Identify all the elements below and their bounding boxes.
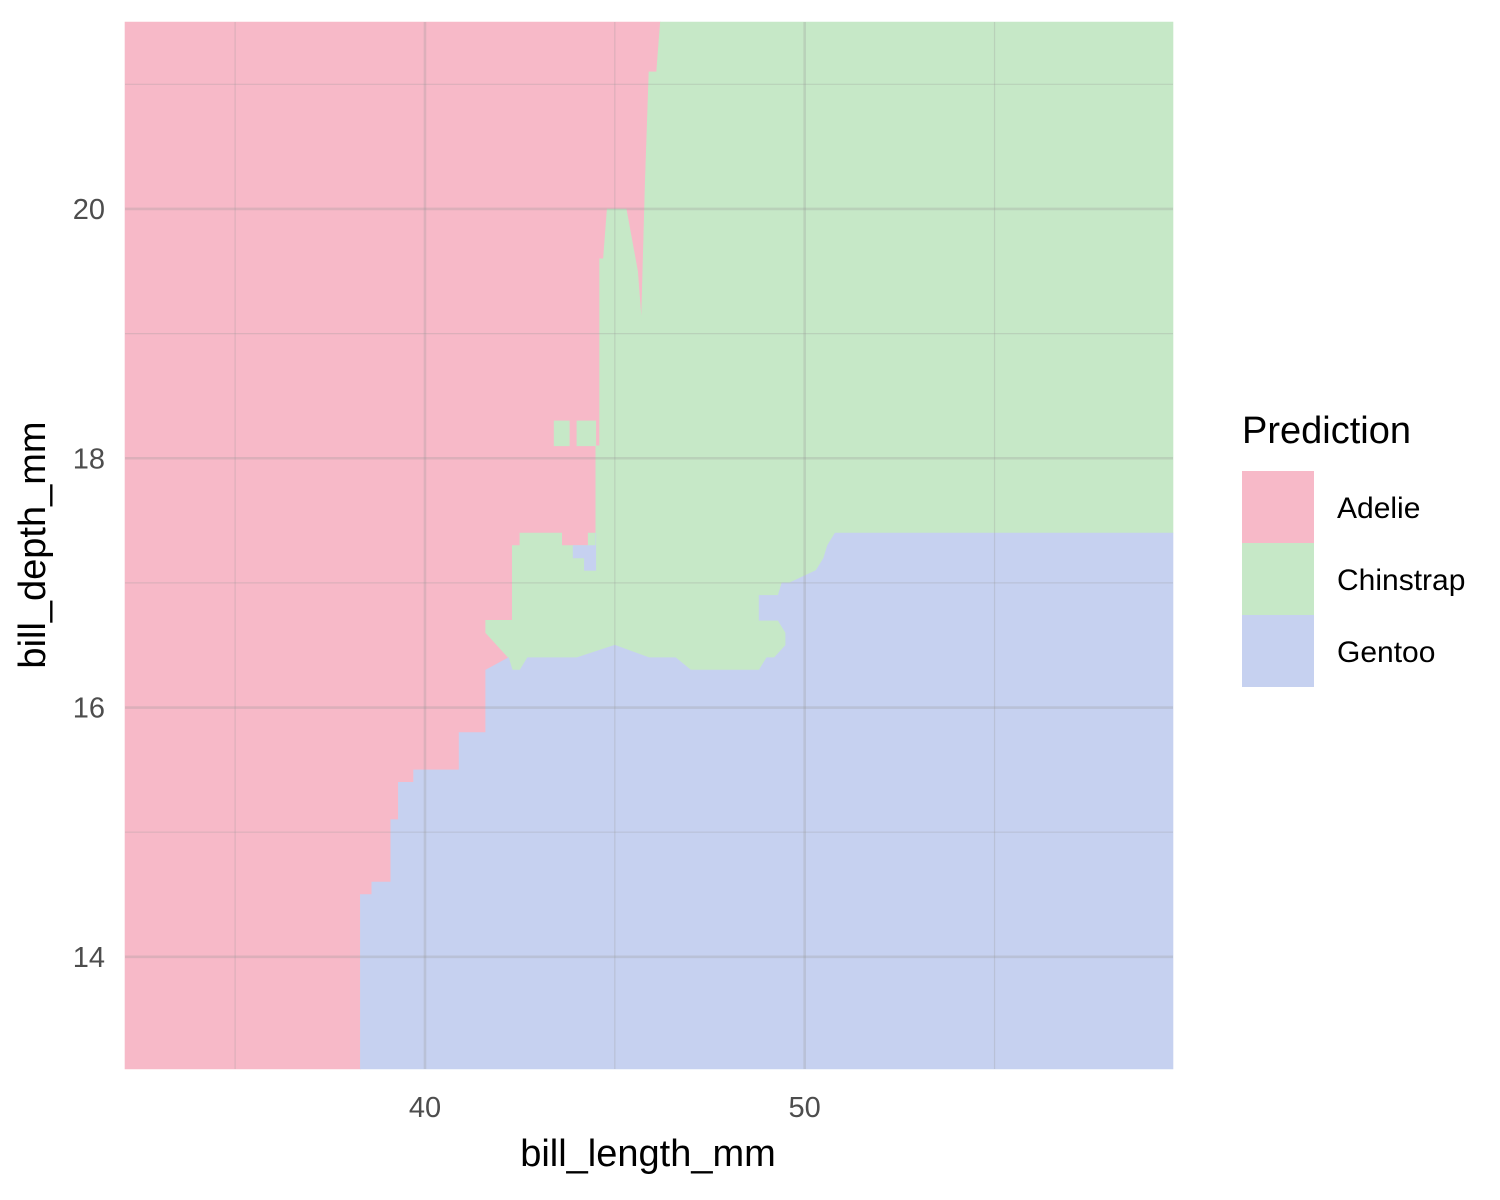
legend: Prediction Adelie Chinstrap Gentoo [1242, 410, 1465, 687]
region-chinstrap [576, 420, 597, 447]
legend-swatch-adelie [1242, 471, 1314, 543]
grid [125, 22, 1173, 1069]
legend-label-gentoo: Gentoo [1337, 636, 1435, 669]
legend-swatch-gentoo [1242, 615, 1314, 687]
x-axis-title: bill_length_mm [520, 1133, 776, 1175]
y-axis-ticks: 14 16 18 20 [73, 194, 105, 974]
legend-label-adelie: Adelie [1337, 492, 1420, 525]
prediction-regions [124, 21, 1174, 1070]
y-axis-title: bill_depth_mm [12, 421, 54, 668]
x-tick-label: 50 [789, 1092, 821, 1124]
legend-swatch-chinstrap [1242, 543, 1314, 615]
y-tick-label: 20 [73, 194, 105, 226]
legend-title: Prediction [1242, 410, 1411, 452]
region-gentoo [360, 532, 1174, 1070]
legend-label-chinstrap: Chinstrap [1337, 564, 1465, 597]
x-tick-label: 40 [409, 1092, 441, 1124]
legend-entries: Adelie Chinstrap Gentoo [1242, 471, 1465, 687]
y-tick-label: 18 [73, 443, 105, 475]
y-tick-label: 16 [73, 693, 105, 725]
region-chinstrap [553, 420, 570, 447]
y-tick-label: 14 [73, 942, 105, 974]
region-gentoo [572, 533, 597, 571]
x-axis-ticks: 40 50 [409, 1092, 821, 1124]
